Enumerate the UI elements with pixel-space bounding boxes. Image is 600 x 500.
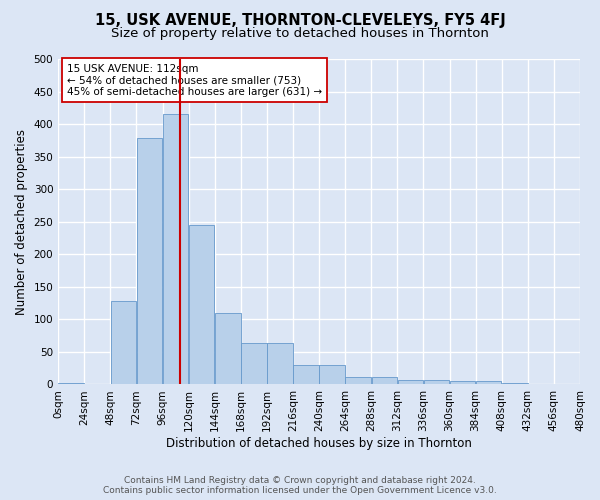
Bar bbox=[58, 383, 84, 384]
Bar bbox=[293, 365, 319, 384]
Bar bbox=[450, 381, 475, 384]
Text: Contains HM Land Registry data © Crown copyright and database right 2024.
Contai: Contains HM Land Registry data © Crown c… bbox=[103, 476, 497, 495]
Bar bbox=[424, 380, 449, 384]
Bar bbox=[398, 380, 423, 384]
Text: Size of property relative to detached houses in Thornton: Size of property relative to detached ho… bbox=[111, 28, 489, 40]
Text: 15 USK AVENUE: 112sqm
← 54% of detached houses are smaller (753)
45% of semi-det: 15 USK AVENUE: 112sqm ← 54% of detached … bbox=[67, 64, 322, 97]
Bar bbox=[267, 344, 293, 384]
Bar bbox=[371, 376, 397, 384]
Bar bbox=[476, 381, 502, 384]
Bar bbox=[241, 344, 266, 384]
Bar bbox=[502, 383, 527, 384]
Bar bbox=[137, 138, 162, 384]
Bar bbox=[346, 376, 371, 384]
Bar bbox=[163, 114, 188, 384]
Y-axis label: Number of detached properties: Number of detached properties bbox=[15, 128, 28, 314]
Bar bbox=[110, 301, 136, 384]
Bar bbox=[319, 365, 345, 384]
Text: 15, USK AVENUE, THORNTON-CLEVELEYS, FY5 4FJ: 15, USK AVENUE, THORNTON-CLEVELEYS, FY5 … bbox=[95, 12, 505, 28]
Bar bbox=[215, 313, 241, 384]
X-axis label: Distribution of detached houses by size in Thornton: Distribution of detached houses by size … bbox=[166, 437, 472, 450]
Bar bbox=[189, 225, 214, 384]
